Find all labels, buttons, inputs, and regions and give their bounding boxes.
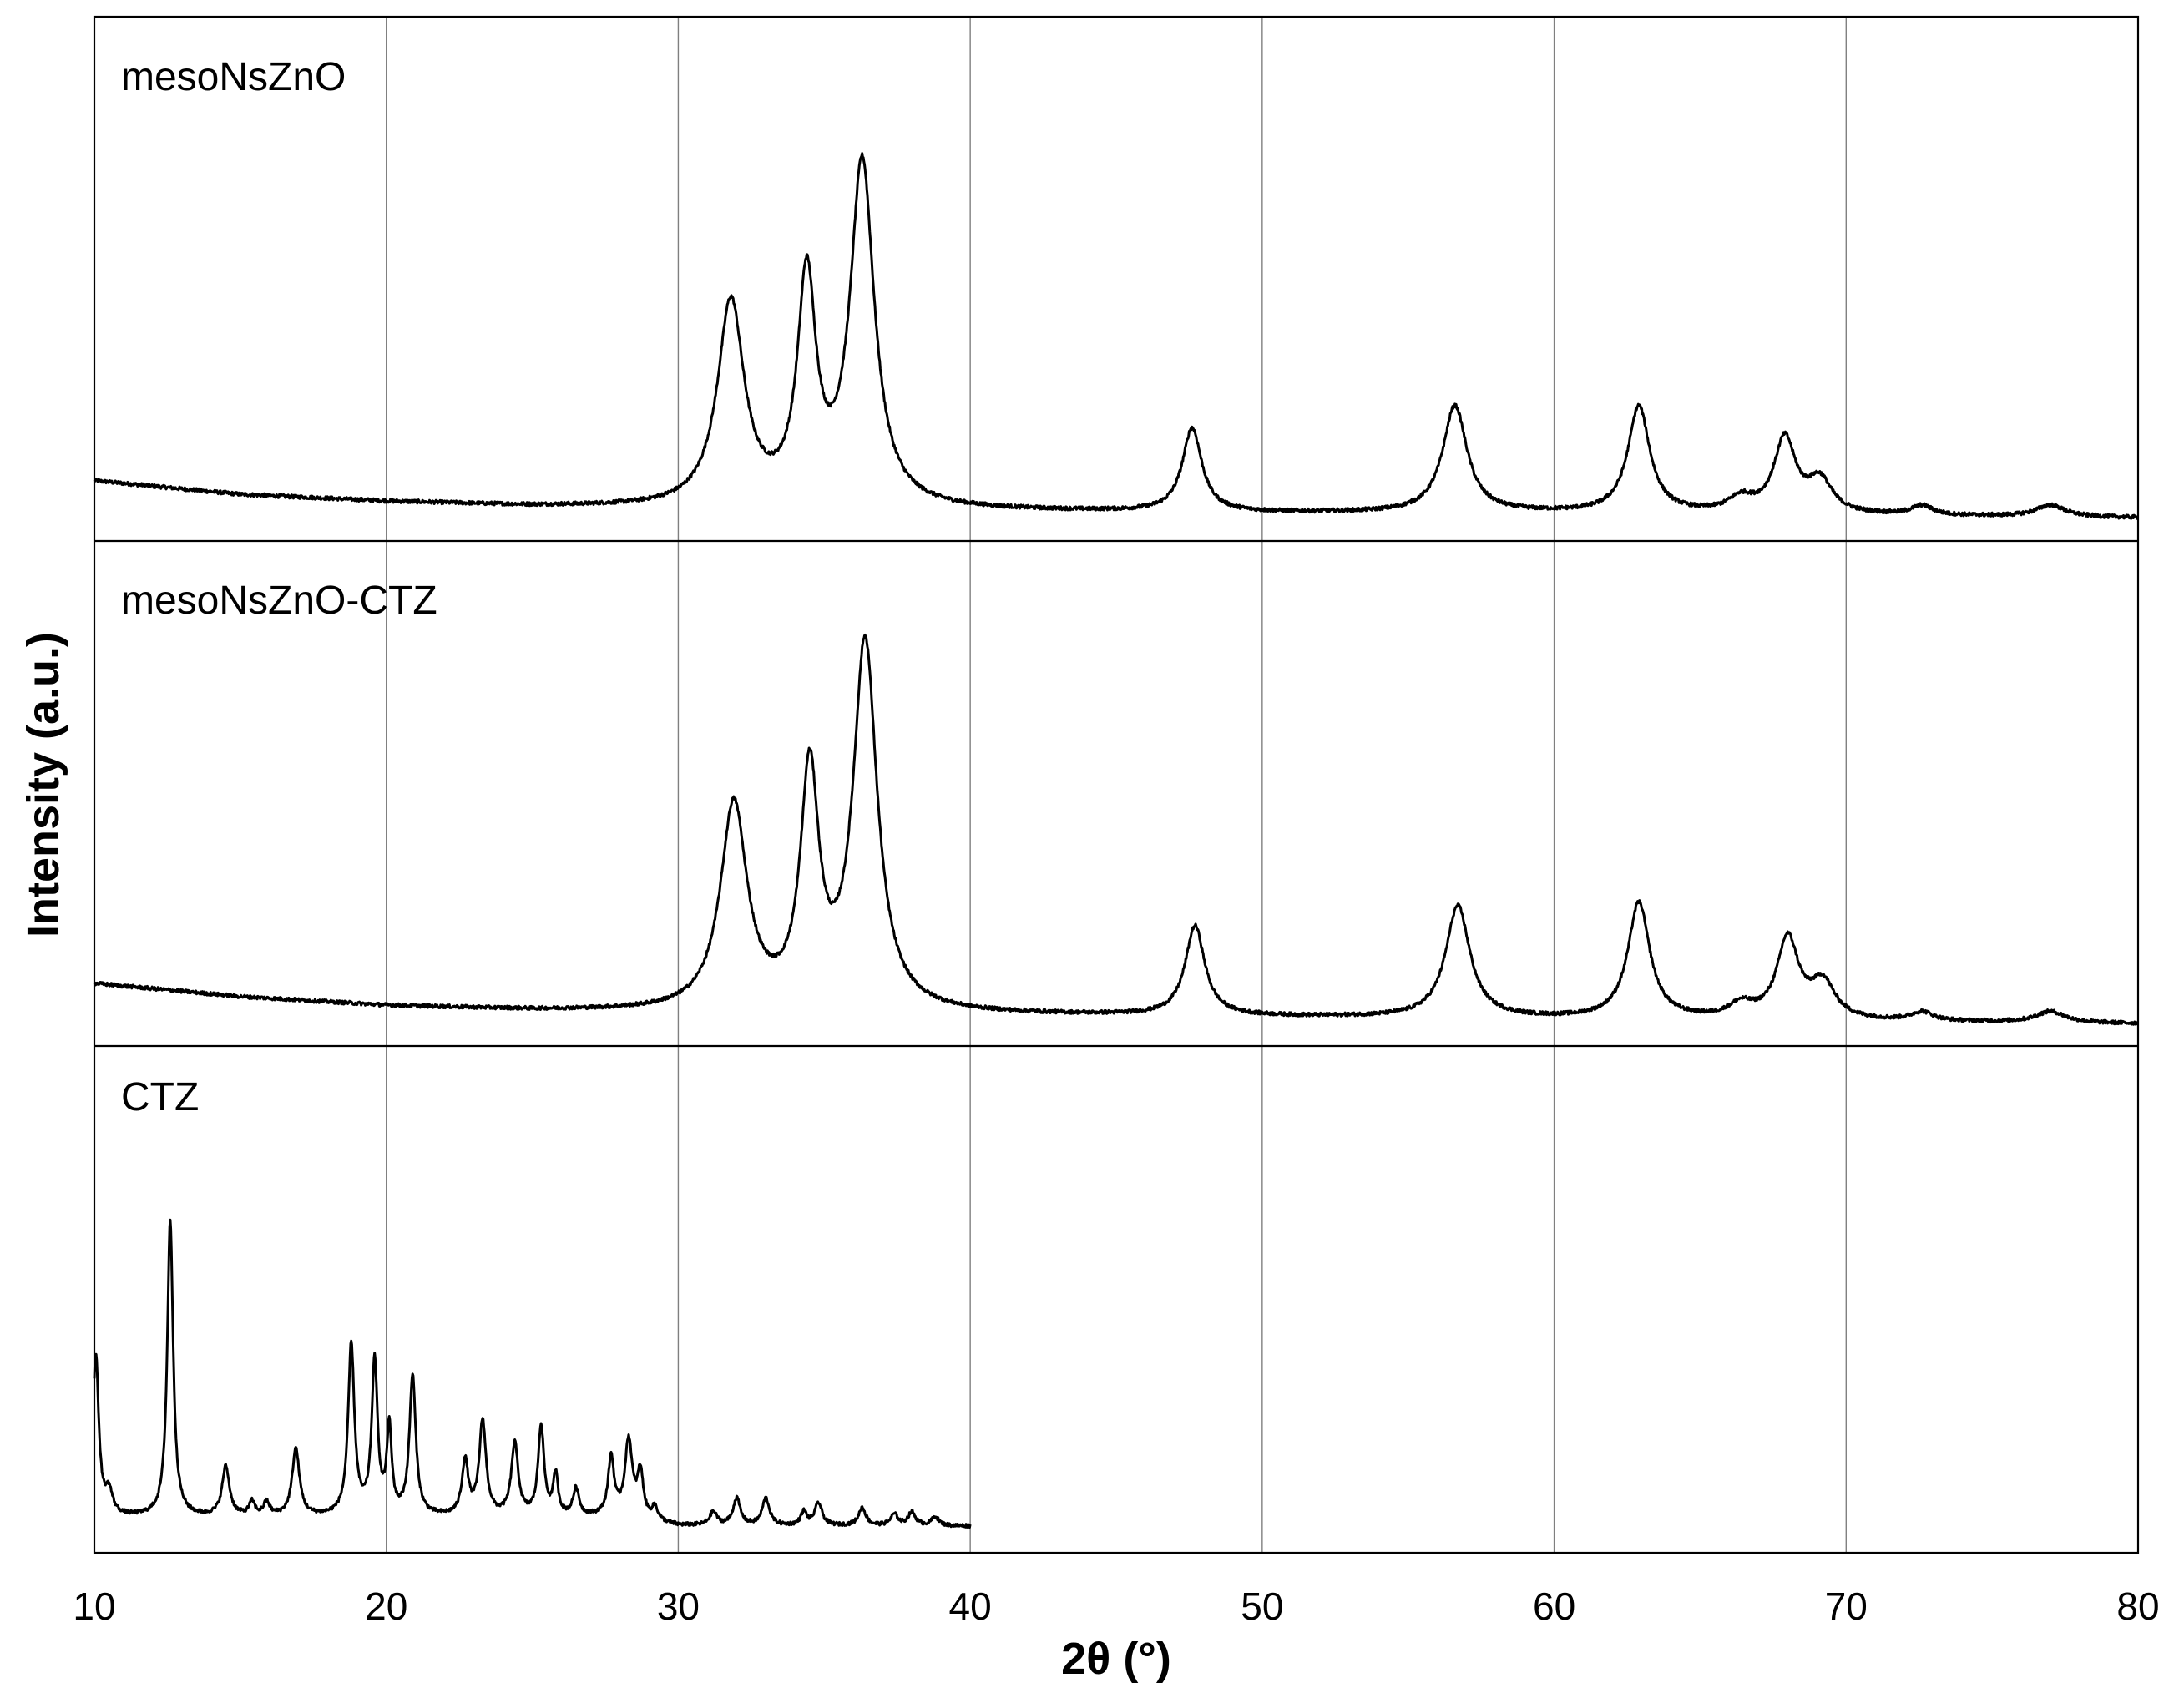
panel-label-3: CTZ (121, 1075, 199, 1119)
x-tick-40: 40 (949, 1584, 992, 1628)
x-tick-80: 80 (2116, 1584, 2159, 1628)
x-axis-title: 2θ (°) (1061, 1634, 1171, 1684)
x-tick-30: 30 (657, 1584, 700, 1628)
plot-frame (93, 15, 2140, 1554)
diffraction-traces (93, 152, 2140, 1529)
panel-label-2: mesoNsZnO-CTZ (121, 579, 437, 623)
panel-label-1: mesoNsZnO (121, 55, 346, 99)
trace-mesoNsZnO (93, 152, 2139, 520)
x-tick-10: 10 (73, 1584, 115, 1628)
x-tick-60: 60 (1533, 1584, 1575, 1628)
trace-mesoNsZnO-CTZ (93, 634, 2140, 1026)
x-tick-20: 20 (365, 1584, 407, 1628)
plot-border (93, 15, 2140, 1554)
x-tick-labels: 10 20 30 40 50 60 70 80 (73, 1584, 2159, 1628)
y-axis-title: Intensity (a.u.) (18, 632, 68, 937)
x-tick-70: 70 (1825, 1584, 1868, 1628)
x-tick-50: 50 (1241, 1584, 1283, 1628)
panel-labels: mesoNsZnO mesoNsZnO-CTZ CTZ (121, 55, 437, 1119)
vertical-grid (386, 17, 1847, 1553)
trace-CTZ (93, 1218, 972, 1529)
